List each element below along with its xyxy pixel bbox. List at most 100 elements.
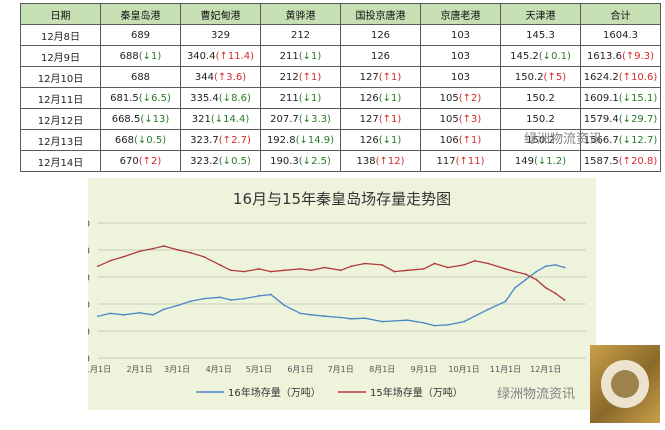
arrow-up-icon: ↑ <box>382 113 392 125</box>
cell-value: 329 <box>210 29 231 41</box>
table-row: 12月14日 670(↑2) 323.2(↓0.5) 190.3(↓2.5) 138(↑… <box>20 150 661 172</box>
data-point <box>270 270 272 273</box>
data-point <box>219 263 221 266</box>
change-amount: 10.6 <box>631 71 654 83</box>
change-indicator: (↑12) <box>375 155 405 167</box>
arrow-down-icon: ↓ <box>142 50 152 62</box>
x-tick-label: 7月1日 <box>328 365 354 374</box>
data-point <box>393 319 396 322</box>
change-amount: 6.5 <box>151 92 167 104</box>
column-header: 京唐老港 <box>420 3 501 25</box>
data-point <box>152 247 154 250</box>
cell-value: 12月11日 <box>37 94 84 106</box>
arrow-up-icon: ↑ <box>622 71 632 83</box>
change-amount: 11.4 <box>227 50 251 62</box>
change-indicator: (↓29.7) <box>618 113 658 125</box>
data-point <box>487 262 490 265</box>
change-amount: 12.7 <box>631 134 654 146</box>
data-point <box>381 320 384 323</box>
data-point <box>138 311 141 314</box>
cell-value: 1579.4 <box>583 113 619 125</box>
cell-value: 150.2 <box>526 92 555 104</box>
data-point <box>243 297 246 300</box>
data-point <box>544 265 547 268</box>
cell-value: 105 <box>439 92 459 104</box>
arrow-down-icon: ↓ <box>214 113 224 125</box>
chart-svg: 16月与15年秦皇岛场存量走势图 0 200 400 600 800 1000 1月1日 2月1… <box>88 190 586 399</box>
table-cell: 211(↓1) <box>260 87 341 109</box>
table-cell: 103 <box>420 66 501 88</box>
data-point <box>504 300 507 303</box>
column-header: 秦皇岛港 <box>100 3 181 25</box>
table-row: 12月11日 681.5(↓6.5) 335.4(↓8.6) 211(↓1) 126(↓… <box>20 87 661 109</box>
change-amount: 15.1 <box>631 92 654 104</box>
arrow-up-icon: ↑ <box>462 113 472 125</box>
data-point <box>524 273 527 276</box>
table-cell: 12月11日 <box>20 87 101 109</box>
x-tick-label: 12月1日 <box>530 365 561 374</box>
data-point <box>257 295 260 297</box>
change-amount: 14.9 <box>307 134 331 146</box>
data-point <box>189 251 192 254</box>
arrow-down-icon: ↓ <box>622 134 632 146</box>
cell-value: 211 <box>279 92 299 104</box>
data-point <box>563 299 566 301</box>
data-point <box>514 286 516 289</box>
cell-value: 103 <box>450 71 471 83</box>
cell-value: 321 <box>191 113 211 125</box>
cell-value: 689 <box>130 29 151 41</box>
table-cell: 103 <box>420 45 501 67</box>
cell-value: 190.3 <box>270 155 299 167</box>
table-cell: 688(↓1) <box>100 45 181 67</box>
cell-value: 323.2 <box>190 155 219 167</box>
change-amount: 12 <box>387 155 401 167</box>
cell-value: 670 <box>119 155 139 167</box>
arrow-up-icon: ↑ <box>142 155 152 167</box>
table-cell: 211(↓1) <box>260 45 341 67</box>
cell-value: 12月9日 <box>40 52 81 64</box>
change-indicator: (↑1) <box>298 71 322 83</box>
data-point <box>189 300 192 303</box>
arrow-down-icon: ↓ <box>622 113 632 125</box>
change-amount: 1 <box>311 92 318 104</box>
column-header: 合计 <box>580 3 661 25</box>
cell-value: 1587.5 <box>583 155 619 167</box>
data-point <box>422 322 425 324</box>
table-cell: 127(↑1) <box>340 66 421 88</box>
table-cell: 126 <box>340 45 421 67</box>
data-point <box>433 324 436 327</box>
x-tick-label: 4月1日 <box>206 365 232 374</box>
data-point <box>524 278 527 281</box>
table-cell: 668(↓0.5) <box>100 129 181 151</box>
cell-value: 126 <box>359 92 379 104</box>
table-cell: 12月14日 <box>20 150 101 172</box>
change-amount: 2.5 <box>311 155 327 167</box>
cell-value: 688 <box>130 71 151 83</box>
table-cell: 127(↑1) <box>340 108 421 130</box>
x-tick-label: 6月1日 <box>287 365 313 374</box>
table-cell: 670(↑2) <box>100 150 181 172</box>
cell-value: 105 <box>439 113 459 125</box>
data-point <box>122 255 125 258</box>
table-header-row: 日期 秦皇岛港 曹妃甸港 黄骅港 国投京唐港 京唐老港 天津港 合计 <box>20 3 661 25</box>
table-cell: 192.8(↓14.9) <box>260 129 341 151</box>
data-point <box>97 265 99 268</box>
chart-title: 16月与15年秦皇岛场存量走势图 <box>233 190 451 208</box>
change-amount: 0.5 <box>146 134 163 146</box>
change-amount: 0.5 <box>231 155 247 167</box>
arrow-down-icon: ↓ <box>137 134 147 146</box>
cell-value: 12月8日 <box>40 31 81 43</box>
x-tick-label: 10月1日 <box>448 365 479 374</box>
column-header: 黄骅港 <box>260 3 341 25</box>
cell-value: 212 <box>279 71 299 83</box>
data-point <box>219 296 221 299</box>
arrow-down-icon: ↓ <box>302 113 312 125</box>
change-indicator: (↓2.5) <box>298 155 331 167</box>
change-amount: 0.1 <box>551 50 567 62</box>
data-point <box>381 263 384 266</box>
data-point <box>406 269 409 272</box>
table-cell: 12月9日 <box>20 45 101 67</box>
x-tick-label: 11月1日 <box>490 365 521 374</box>
data-point <box>463 263 465 266</box>
data-point <box>257 268 260 270</box>
